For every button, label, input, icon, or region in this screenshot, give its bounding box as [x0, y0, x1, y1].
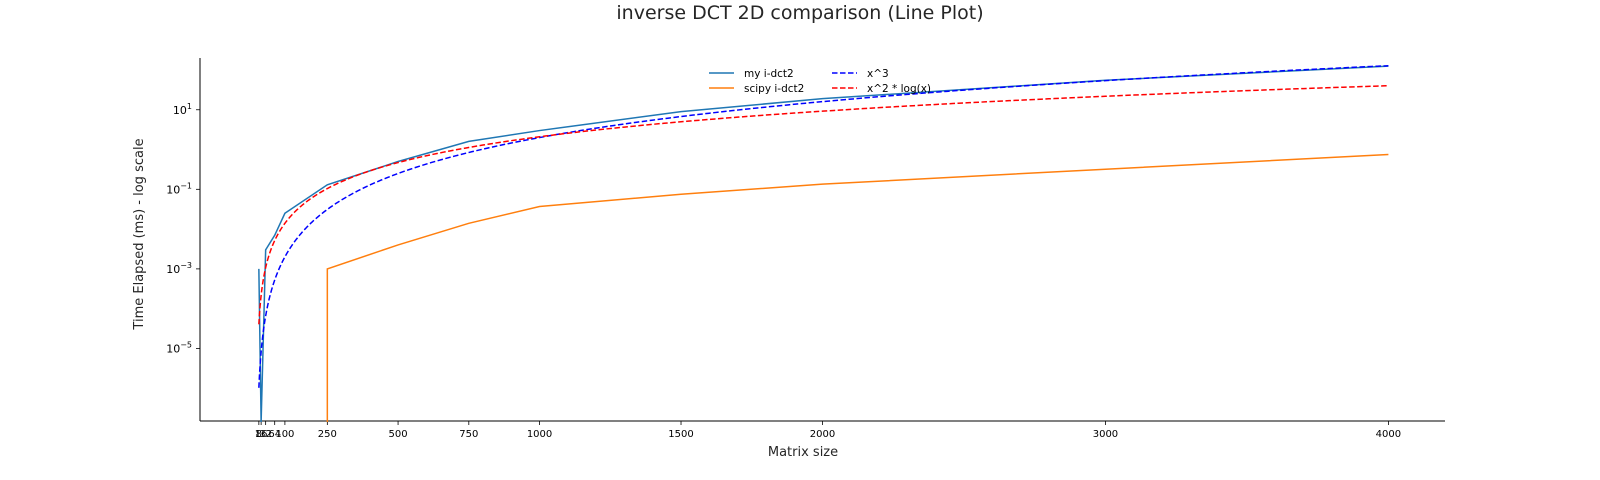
- x-tick-label: 64: [268, 429, 281, 440]
- series-line-2: [326, 153, 1389, 422]
- legend-label-4: x^2 * log(x): [867, 83, 931, 95]
- legend-label-3: x^3: [867, 68, 889, 80]
- y-axis-label: Time Elapsed (ms) - log scale: [132, 138, 147, 330]
- x-tick-label: 100: [275, 429, 294, 440]
- y-tick-label: 101: [173, 102, 192, 117]
- y-tick-label: 10−5: [166, 340, 192, 355]
- x-tick-label: 3000: [1093, 429, 1118, 440]
- x-tick-label: 16: [255, 429, 268, 440]
- series-lines: [258, 64, 1389, 423]
- series-line-4: [258, 84, 1389, 325]
- x-tick-label: 1500: [668, 429, 693, 440]
- chart-title: inverse DCT 2D comparison (Line Plot): [616, 2, 984, 24]
- x-tick-label: 32: [259, 429, 272, 440]
- y-tick-label: 10−3: [166, 261, 192, 276]
- series-line-3: [258, 64, 1389, 388]
- legend-label-1: my i-dct2: [744, 68, 794, 80]
- x-axis-label: Matrix size: [768, 445, 838, 460]
- series-line-1: [258, 65, 1389, 423]
- x-tick-label: 500: [389, 429, 408, 440]
- x-tick-label: 8: [256, 429, 262, 440]
- x-tick-label: 750: [459, 429, 478, 440]
- legend: my i-dct2 scipy i-dct2 x^3 x^2 * log(x): [709, 68, 931, 95]
- y-tick-label: 10−1: [166, 181, 192, 196]
- x-tick-label: 4000: [1376, 429, 1401, 440]
- x-tick-label: 1000: [527, 429, 552, 440]
- x-tick-label: 250: [318, 429, 337, 440]
- x-tick-label: 2000: [810, 429, 835, 440]
- legend-label-2: scipy i-dct2: [744, 83, 804, 95]
